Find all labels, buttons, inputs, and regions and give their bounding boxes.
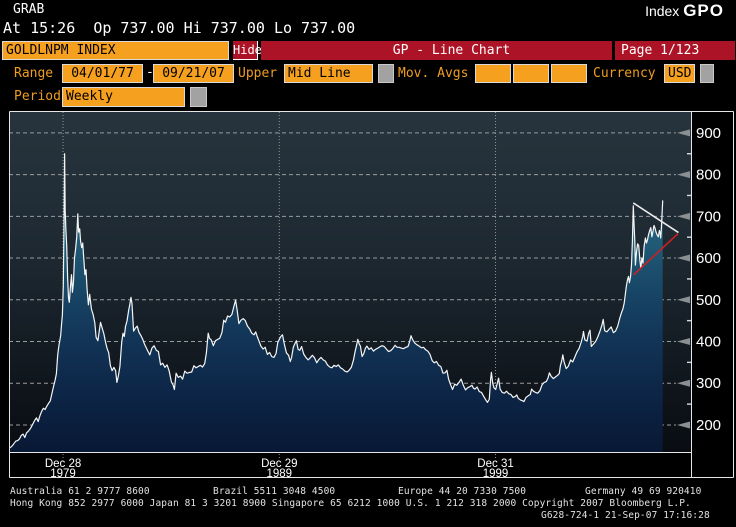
low-label: Lo <box>273 19 292 37</box>
mov-avg-input-3[interactable] <box>551 64 587 83</box>
page-indicator: Page 1/123 <box>615 41 735 60</box>
svg-text:900: 900 <box>696 125 721 142</box>
svg-text:1999: 1999 <box>483 468 509 480</box>
svg-text:Dec 31: Dec 31 <box>477 458 513 470</box>
footer-brazil: Brazil 5511 3048 4500 <box>213 486 336 497</box>
low-value: 737.00 <box>301 19 356 37</box>
svg-text:1989: 1989 <box>266 468 292 480</box>
ticker-input[interactable]: GOLDLNPM INDEX <box>2 41 229 60</box>
svg-text:200: 200 <box>696 417 721 434</box>
currency-dropdown-button[interactable] <box>700 64 714 83</box>
high-value: 737.00 <box>210 19 265 37</box>
range-end-input[interactable]: 09/21/07 <box>153 64 234 83</box>
mov-avgs-label: Mov. Avgs <box>398 66 469 81</box>
range-label: Range <box>14 66 54 81</box>
function-name: Index GPO <box>645 1 724 21</box>
hide-button[interactable]: Hide <box>233 41 262 60</box>
area-series <box>9 153 664 453</box>
function-code: GPO <box>683 1 724 20</box>
trendline-annotations <box>632 202 679 276</box>
svg-text:700: 700 <box>696 208 721 225</box>
footer-australia: Australia 61 2 9777 8600 <box>10 486 150 497</box>
high-label: Hi <box>183 19 202 37</box>
footer-terminal-id: G628-724-1 21-Sep-07 17:16:28 <box>541 510 710 521</box>
upper-select[interactable]: Mid Line <box>284 64 373 83</box>
mov-avg-input-1[interactable] <box>475 64 511 83</box>
period-select[interactable]: Weekly <box>62 87 185 107</box>
at-label: At <box>3 19 22 37</box>
currency-label: Currency <box>593 66 656 81</box>
open-value: 737.00 <box>120 19 175 37</box>
period-label: Period <box>14 89 61 104</box>
index-label: Index <box>645 3 680 19</box>
currency-select[interactable]: USD <box>664 64 695 83</box>
footer-contacts: Hong Kong 852 2977 6000 Japan 81 3 3201 … <box>10 498 691 509</box>
quote-line: At 15:26 Op 737.00 Hi 737.00 Lo 737.00 <box>3 19 355 37</box>
svg-text:600: 600 <box>696 250 721 267</box>
footer-europe: Europe 44 20 7330 7500 <box>398 486 527 497</box>
period-dropdown-button[interactable] <box>190 87 207 107</box>
svg-text:Dec 28: Dec 28 <box>45 458 81 470</box>
chart-frame <box>9 111 734 478</box>
svg-text:Dec 29: Dec 29 <box>261 458 297 470</box>
open-label: Op <box>93 19 112 37</box>
upper-dropdown-button[interactable] <box>378 64 394 83</box>
quote-time: 15:26 <box>30 19 76 37</box>
footer-germany: Germany 49 69 920410 <box>585 486 702 497</box>
chart-title: GP - Line Chart <box>261 41 612 60</box>
y-axis-labels: 200 300 400 500 600 700 800 900 <box>696 125 721 434</box>
svg-text:400: 400 <box>696 334 721 351</box>
range-start-input[interactable]: 04/01/77 <box>62 64 143 83</box>
grab-label: GRAB <box>13 2 45 17</box>
svg-text:300: 300 <box>696 375 721 392</box>
mov-avg-input-2[interactable] <box>513 64 549 83</box>
range-separator: - <box>146 65 154 80</box>
upper-label: Upper <box>238 66 278 81</box>
svg-text:800: 800 <box>696 167 721 184</box>
svg-text:1979: 1979 <box>50 468 76 480</box>
svg-text:500: 500 <box>696 292 721 309</box>
